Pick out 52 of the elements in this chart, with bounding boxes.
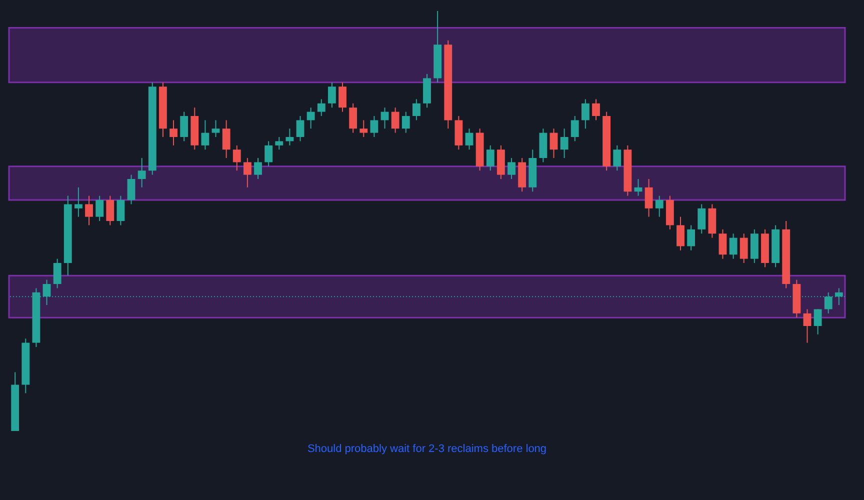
candlestick: [698, 204, 706, 234]
candlestick: [402, 111, 410, 134]
candlestick: [243, 158, 252, 188]
candlestick: [814, 308, 822, 335]
candlestick: [296, 116, 304, 142]
candlestick: [718, 228, 727, 260]
candlestick: [306, 107, 315, 130]
candlestick: [412, 98, 420, 121]
candlestick: [264, 140, 273, 167]
text: Should probably wait for 2-3 reclaims before long: [307, 443, 547, 455]
candlestick: [127, 174, 136, 205]
candlestick: [581, 98, 590, 130]
candlestick: [391, 107, 400, 134]
candlestick: [138, 158, 146, 188]
candlestick: [634, 178, 642, 196]
candlestick: [729, 233, 738, 260]
candlestick: [201, 120, 210, 150]
candlestick: [96, 195, 104, 222]
candlestick: [85, 195, 93, 226]
candlestick: [740, 233, 748, 264]
candlestick: [275, 136, 284, 150]
candlestick: [803, 308, 812, 344]
candlestick: [360, 120, 368, 138]
candlestick: [465, 128, 474, 150]
candlestick: [317, 98, 326, 116]
candlestick: [180, 111, 188, 142]
candlestick: [570, 116, 579, 142]
candlestick: [349, 102, 358, 134]
candlestick: [212, 120, 220, 138]
candlestick: [53, 258, 62, 289]
candlestick: [106, 195, 114, 226]
candlestick: [676, 216, 684, 251]
candlestick: [486, 144, 494, 172]
candlestick: [232, 144, 241, 172]
candlestick: [254, 158, 262, 180]
candlestick: [380, 107, 389, 130]
candlestick: [644, 178, 653, 218]
candlestick: [222, 120, 230, 158]
candlestick: [560, 128, 568, 158]
candlestick: [550, 128, 558, 158]
candlestick: [338, 82, 346, 112]
candlestick: [613, 144, 622, 172]
candlestick: [592, 98, 600, 121]
candlestick: [508, 158, 516, 180]
candlestick: [74, 186, 82, 218]
candlestick: [655, 195, 664, 218]
candlestick: [687, 224, 696, 251]
candlestick: [286, 128, 294, 146]
candlestick: [170, 120, 178, 146]
candlestick: [370, 116, 378, 138]
candlestick: [328, 82, 336, 108]
candlestick: [116, 195, 125, 226]
